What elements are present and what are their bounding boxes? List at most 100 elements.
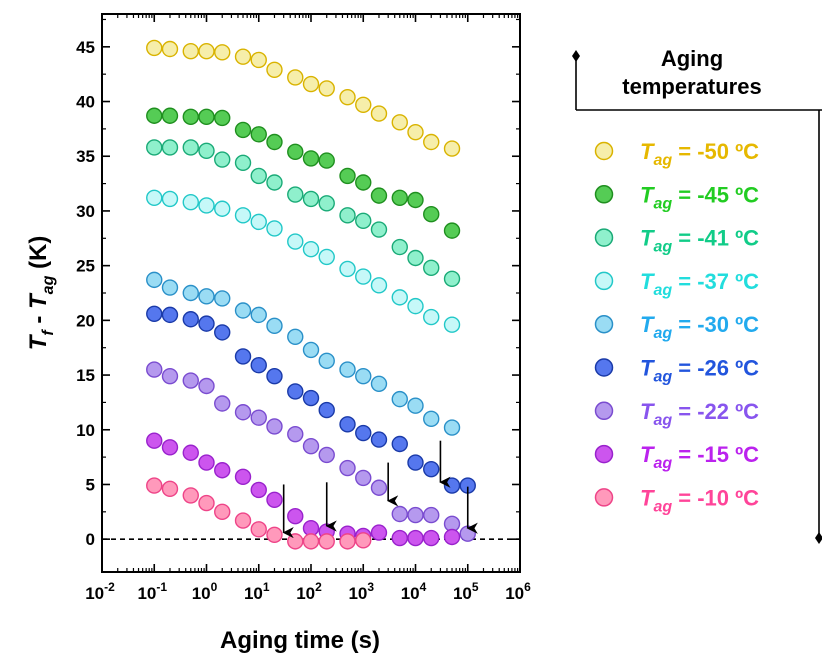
x-axis-label: Aging time (s) [220,627,380,654]
data-point [302,533,320,550]
legend-label: Tag = -45 ºC [640,182,759,212]
data-point [234,207,252,224]
legend-label: Tag = -10 ºC [640,485,759,515]
data-point [370,375,388,393]
data-point [370,479,388,496]
data-point [407,397,424,414]
data-point [355,367,372,385]
y-tick-label: 40 [76,93,95,112]
data-point [234,404,252,421]
x-tick-label: 106 [505,580,531,603]
data-point [198,43,215,60]
data-point [146,39,163,57]
data-point [287,69,304,86]
data-point [391,390,408,408]
data-point [443,477,461,494]
x-axis-title: Aging time (s) [220,627,380,654]
x-tick-label: 104 [401,580,427,603]
data-point [443,140,461,157]
y-axis-title: Tf - Tag (K) [25,236,57,351]
data-point [146,305,163,322]
data-point [234,302,252,319]
y-tick-label: 0 [86,530,95,549]
y-tick-label: 20 [76,311,95,330]
y-tick-label: 45 [76,38,95,57]
data-point [391,529,408,547]
data-point [182,43,199,60]
legend-marker [594,228,614,247]
y-tick-label: 5 [86,475,95,494]
data-point [407,191,424,209]
data-point [339,167,356,185]
data-point [287,508,304,525]
legend-diamond-marker [572,50,580,62]
data-point [391,435,408,453]
data-point [339,416,356,433]
legend-label: Tag = -50 ºC [640,139,759,169]
data-point [339,459,356,477]
x-axis-ticks: 10-2 10-1 100 101 102 103 104 105 106 [85,14,531,603]
data-point [423,529,440,547]
data-point [318,533,335,550]
y-tick-label: 35 [76,147,95,166]
data-point [355,469,372,487]
data-point [146,432,163,449]
data-point [287,186,304,203]
legend-marker [594,401,614,421]
data-point [355,96,372,114]
data-point [443,316,461,333]
y-tick-label: 30 [76,202,95,221]
series-8 [146,477,372,550]
series-2 [146,139,461,287]
legend-marker [594,358,614,377]
data-point [339,88,356,106]
data-point [302,437,320,455]
data-point [250,357,267,374]
data-point [214,290,231,307]
data-point [234,348,252,365]
data-point [459,525,476,542]
data-point [318,446,335,464]
data-point [370,431,388,448]
data-point [287,233,304,250]
series-3 [146,189,461,333]
data-point [161,367,179,385]
data-point [161,40,179,58]
data-point [423,460,440,478]
data-point [407,249,424,267]
data-point [182,311,199,328]
data-point [355,424,372,442]
data-point [423,410,440,428]
data-point [266,174,283,191]
data-point [266,317,283,335]
data-point [250,481,267,499]
data-point [266,367,283,385]
y-axis-label: Tf - Tag (K) [25,236,57,351]
data-point [234,154,252,172]
data-point [302,150,320,167]
data-point [266,418,283,435]
x-tick-label: 101 [244,580,270,603]
y-axis-ticks: 0 5 10 15 20 25 30 35 40 45 [76,18,520,549]
legend-marker [594,314,614,334]
data-point [250,306,267,324]
legend-label: Tag = -22 ºC [640,399,759,429]
data-point [161,139,179,156]
series-7 [146,432,461,547]
legend-marker [594,271,614,291]
legend-marker [594,141,614,161]
data-point [287,425,304,443]
data-point [161,480,179,498]
data-point [182,108,199,126]
y-tick-label: 25 [76,257,95,276]
series-6 [146,361,476,542]
data-point [407,506,424,524]
data-point [146,189,163,207]
data-point [250,213,267,231]
data-point [146,271,163,289]
data-point [214,395,231,412]
data-point [182,444,199,461]
y-tick-label: 15 [76,366,95,385]
data-point [198,454,215,471]
